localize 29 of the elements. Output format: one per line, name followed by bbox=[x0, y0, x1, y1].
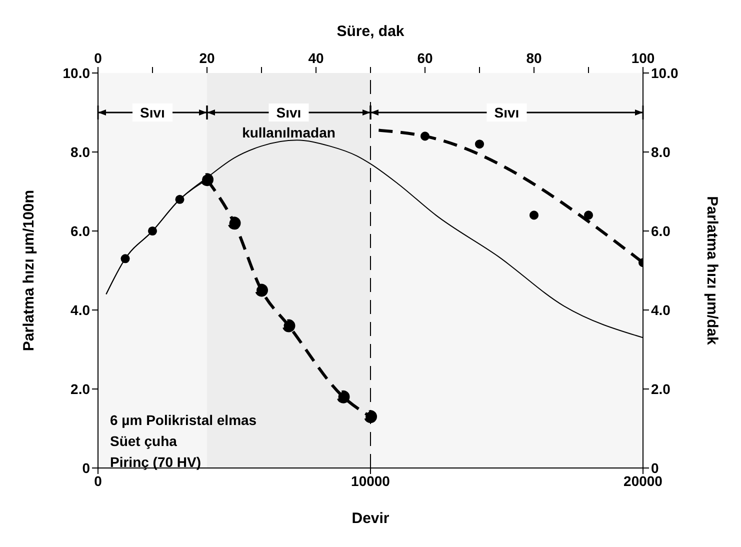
annotation: Süet çuha bbox=[110, 432, 178, 451]
band-label: Sıvı bbox=[140, 104, 165, 120]
y-tick-label: 4.0 bbox=[70, 302, 90, 318]
x2-axis-title: Süre, dak bbox=[336, 23, 405, 40]
band-label: Sıvı kullanılmadan bbox=[242, 104, 336, 140]
y2-tick-label: 6.0 bbox=[651, 222, 671, 239]
y-tick-label: 8.0 bbox=[70, 144, 90, 160]
y-axis-title: Parlatma hızı µm/100m bbox=[20, 190, 38, 352]
annotation: 6 µm Polikristal elmas bbox=[110, 411, 257, 430]
y2-tick-label: 8.0 bbox=[651, 144, 671, 160]
x2-tick-label: 40 bbox=[308, 50, 324, 66]
y2-tick-label: 10.0 bbox=[651, 64, 678, 81]
band-label: Sıvı bbox=[494, 104, 520, 120]
y2-tick-label: 2.0 bbox=[651, 380, 671, 397]
y-tick-label: 0 bbox=[82, 460, 90, 476]
x-tick-label: 0 bbox=[94, 472, 102, 489]
x2-tick-label: 80 bbox=[526, 50, 542, 66]
y2-axis-title: Parlatma hızı µm/dak bbox=[704, 196, 721, 346]
y-tick-label: 6.0 bbox=[70, 222, 90, 239]
x-tick-label: 10000 bbox=[351, 472, 390, 489]
y2-tick-label: 4.0 bbox=[651, 302, 671, 318]
annotation: Pirinç (70 HV) bbox=[110, 453, 202, 472]
x2-tick-label: 20 bbox=[199, 50, 215, 66]
x2-tick-label: 60 bbox=[417, 50, 433, 66]
x2-tick-label: 0 bbox=[94, 50, 102, 66]
x-axis-title: Devir bbox=[352, 510, 390, 527]
x2-tick-label: 100 bbox=[631, 50, 655, 66]
y-tick-label: 10.0 bbox=[62, 64, 90, 81]
y-tick-label: 2.0 bbox=[70, 380, 90, 397]
